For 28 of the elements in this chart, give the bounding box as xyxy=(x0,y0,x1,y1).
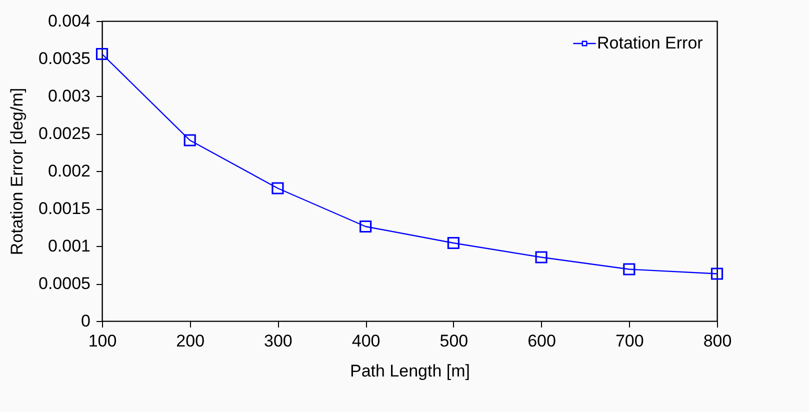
x-axis-title: Path Length [m] xyxy=(350,362,470,380)
x-tick-label: 400 xyxy=(352,332,380,350)
y-tick-label: 0.003 xyxy=(48,86,90,106)
point xyxy=(535,251,548,264)
y-tick-label: 0.001 xyxy=(48,236,90,256)
point xyxy=(360,220,372,233)
y-tick-label: 0.004 xyxy=(48,12,90,30)
y-tick-label: 0.0015 xyxy=(38,199,90,218)
y-tick-label: 0.002 xyxy=(48,162,90,180)
y-axis-title: Rotation Error [deg/m] xyxy=(8,88,27,256)
point xyxy=(710,268,724,280)
x-tick-label: 100 xyxy=(88,332,117,350)
y-tick-label: 0.0025 xyxy=(38,124,90,143)
point xyxy=(96,48,108,60)
y-tick-label: 0.0035 xyxy=(38,49,90,68)
point xyxy=(447,236,460,250)
x-tick-label: 600 xyxy=(528,332,556,350)
point xyxy=(623,263,636,276)
point xyxy=(184,134,196,146)
x-tick-label: 300 xyxy=(264,332,292,350)
x-tick-label: 800 xyxy=(703,332,732,350)
x-tick-label: 200 xyxy=(176,332,205,350)
x-tick-label: 500 xyxy=(440,332,468,350)
x-tick-label: 700 xyxy=(615,332,644,350)
y-tick-label: 0.0005 xyxy=(38,274,90,293)
legend-label: Rotation Error xyxy=(597,34,704,52)
y-tick-label: 0 xyxy=(81,312,90,330)
point xyxy=(272,182,284,194)
